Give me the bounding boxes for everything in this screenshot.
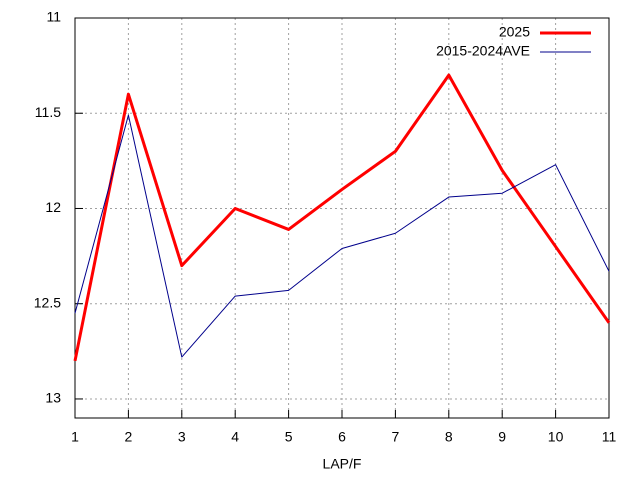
x-tick-label: 11 — [602, 429, 617, 445]
series-line — [74, 114, 610, 358]
x-tick-label: 8 — [445, 429, 453, 445]
plot-frame — [74, 17, 610, 419]
x-tick-label: 10 — [548, 429, 564, 445]
x-axis-label: LAP/F — [323, 456, 362, 472]
x-tick-label: 6 — [338, 429, 346, 445]
x-tick-label: 9 — [498, 429, 506, 445]
x-tick-label: 1 — [71, 429, 79, 445]
x-tick-label: 4 — [231, 429, 239, 445]
y-tick-label: 13 — [45, 390, 61, 406]
x-tick-label: 3 — [178, 429, 186, 445]
legend-label: 2025 — [499, 24, 530, 40]
legend-label: 2015-2024AVE — [436, 43, 530, 59]
x-tick-label: 2 — [125, 429, 133, 445]
y-tick-label: 12.5 — [34, 294, 61, 310]
y-tick-label: 11 — [46, 9, 61, 25]
x-tick-label: 5 — [285, 429, 293, 445]
x-tick-label: 7 — [392, 429, 400, 445]
y-tick-label: 11.5 — [35, 104, 61, 120]
series-line — [73, 73, 611, 362]
y-tick-label: 12 — [45, 199, 61, 215]
